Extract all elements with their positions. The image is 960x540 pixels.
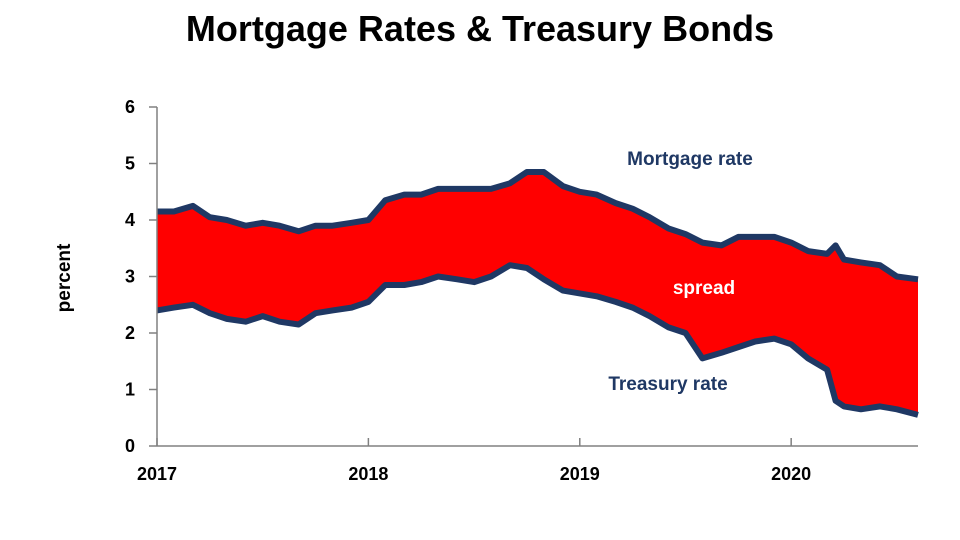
chart-title: Mortgage Rates & Treasury Bonds bbox=[185, 8, 775, 49]
y-tick-label: 3 bbox=[125, 267, 135, 287]
y-tick-labels: 0 1 2 3 4 5 6 bbox=[125, 97, 135, 456]
y-tick-label: 2 bbox=[125, 323, 135, 343]
x-tick-label: 2020 bbox=[771, 464, 811, 484]
treasury-rate-line bbox=[156, 262, 919, 418]
treasury-rate-annotation: Treasury rate bbox=[608, 374, 727, 395]
mortgage-rate-annotation: Mortgage rate bbox=[627, 149, 753, 170]
y-tick-label: 0 bbox=[125, 436, 135, 456]
y-tick-label: 1 bbox=[125, 380, 135, 400]
y-tick-label: 4 bbox=[125, 210, 135, 230]
axes bbox=[149, 106, 918, 447]
x-tick-label: 2019 bbox=[560, 464, 600, 484]
spread-annotation: spread bbox=[673, 278, 735, 299]
mortgage-rate-line bbox=[157, 169, 919, 283]
y-axis-label: percent bbox=[54, 243, 75, 312]
x-tick-label: 2018 bbox=[348, 464, 388, 484]
y-tick-label: 5 bbox=[125, 154, 135, 174]
x-tick-labels: 2017 2018 2019 2020 bbox=[137, 464, 811, 484]
x-tick-label: 2017 bbox=[137, 464, 177, 484]
spread-area bbox=[157, 172, 918, 415]
y-tick-label: 6 bbox=[125, 97, 135, 117]
